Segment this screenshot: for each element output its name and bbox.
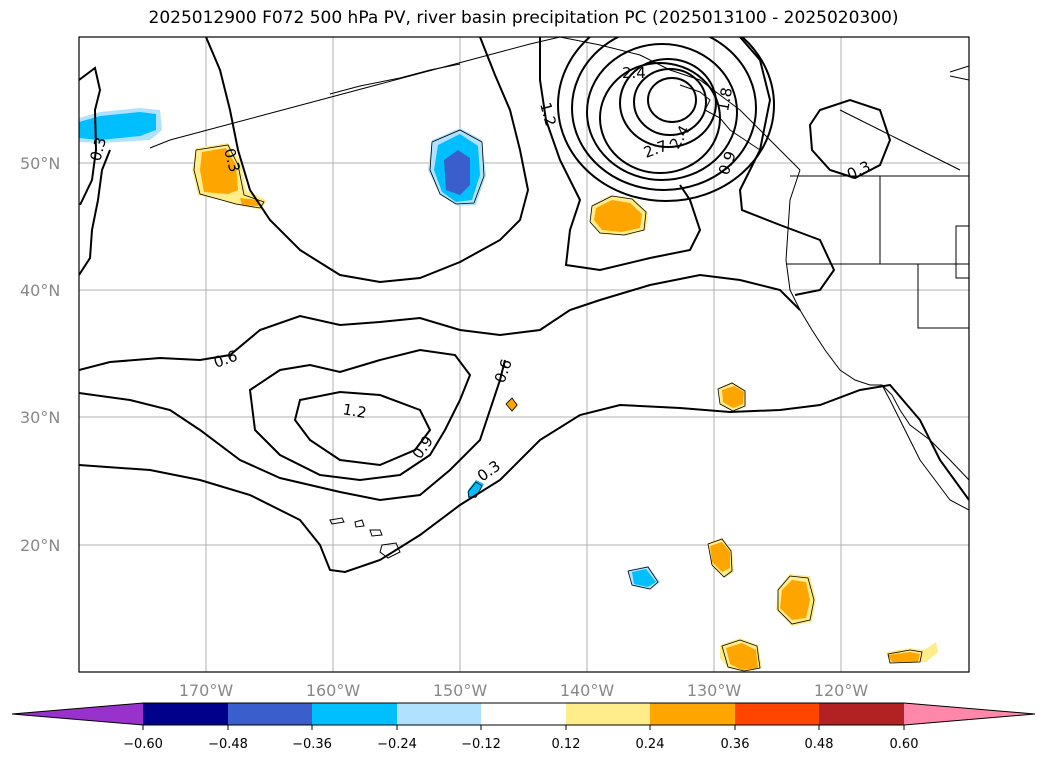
map-title: 2025012900 F072 500 hPa PV, river basin … <box>148 8 899 28</box>
lon-tick-label: 170°W <box>179 681 234 700</box>
colorbar-bin <box>650 703 735 725</box>
lon-tick-label: 150°W <box>433 681 488 700</box>
lon-axis: 170°W 160°W 150°W 140°W 130°W 120°W <box>179 681 869 700</box>
colorbar-tick-label: −0.24 <box>377 737 417 752</box>
colorbar-tick-label: 0.12 <box>552 737 581 752</box>
lon-tick-label: 120°W <box>814 681 869 700</box>
colorbar-bin <box>143 703 228 725</box>
colorbar-tick-label: 0.48 <box>805 737 834 752</box>
coastlines <box>149 37 969 559</box>
colorbar-tick-label: 0.24 <box>636 737 665 752</box>
lat-tick-label: 20°N <box>20 536 60 555</box>
colorbar-extend-right <box>904 703 1035 725</box>
lon-tick-label: 130°W <box>687 681 742 700</box>
map-frame <box>78 36 970 673</box>
pv-contours <box>79 37 969 574</box>
colorbar-bin <box>481 703 566 725</box>
contour-label: 1.2 <box>341 400 368 422</box>
colorbar-tick-label: −0.12 <box>461 737 501 752</box>
colorbar-bin <box>312 703 397 725</box>
colorbar-bin <box>735 703 819 725</box>
colorbar-tick-label: −0.36 <box>292 737 332 752</box>
lat-tick-label: 30°N <box>20 408 60 427</box>
colorbar-bin <box>566 703 650 725</box>
colorbar: −0.60 −0.48 −0.36 −0.24 −0.12 0.12 0.24 … <box>11 702 1036 752</box>
colorbar-tick-label: 0.36 <box>721 737 750 752</box>
lat-tick-label: 40°N <box>20 281 60 300</box>
colorbar-bin <box>397 703 481 725</box>
precip-outlines <box>193 129 923 672</box>
colorbar-tick-label: −0.48 <box>208 737 248 752</box>
colorbar-bin <box>228 703 312 725</box>
contour-label: 2.4 <box>622 64 646 82</box>
lon-tick-label: 160°W <box>306 681 361 700</box>
colorbar-tick-label: 0.60 <box>890 737 919 752</box>
contour-label: 1.8 <box>714 86 736 113</box>
lat-tick-label: 50°N <box>20 154 60 173</box>
colorbar-extend-left <box>12 703 143 725</box>
contour-label: 0.3 <box>220 146 244 174</box>
contour-label: 0.3 <box>86 135 110 163</box>
colorbar-tick-label: −0.60 <box>123 737 163 752</box>
lat-axis: 50°N 40°N 30°N 20°N <box>20 154 60 555</box>
colorbar-bin <box>819 703 904 725</box>
contour-label: 1.2 <box>536 100 560 128</box>
lon-tick-label: 140°W <box>560 681 615 700</box>
